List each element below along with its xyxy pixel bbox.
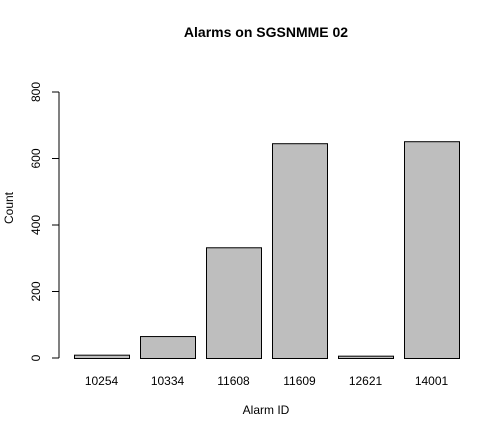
bars-group <box>74 141 460 359</box>
bar-14001 <box>404 141 460 359</box>
x-tick-label: 14001 <box>415 374 449 388</box>
x-tick-label: 11608 <box>217 374 250 388</box>
bar-12621 <box>338 355 394 359</box>
bar-11608 <box>206 247 262 359</box>
bar-10254 <box>74 354 130 359</box>
x-axis-label: Alarm ID <box>243 403 290 417</box>
y-tick-label: 400 <box>29 215 43 235</box>
x-tick-label: 11609 <box>283 374 316 388</box>
y-axis-label: Count <box>2 191 16 224</box>
x-tick-label: 12621 <box>349 374 383 388</box>
bar-10334 <box>140 336 196 359</box>
x-tick-label: 10334 <box>151 374 185 388</box>
bar-11609 <box>272 143 328 359</box>
x-tick-labels: 10254 10334 11608 11609 12621 14001 <box>85 374 449 388</box>
y-tick-label: 0 <box>29 354 43 361</box>
y-tick-label: 800 <box>29 82 43 102</box>
y-tick-label: 200 <box>29 281 43 301</box>
x-tick-label: 10254 <box>85 374 119 388</box>
chart-title: Alarms on SGSNMME 02 <box>184 24 348 40</box>
y-tick-label: 600 <box>29 148 43 168</box>
y-axis: 0 200 400 600 800 <box>29 82 60 361</box>
